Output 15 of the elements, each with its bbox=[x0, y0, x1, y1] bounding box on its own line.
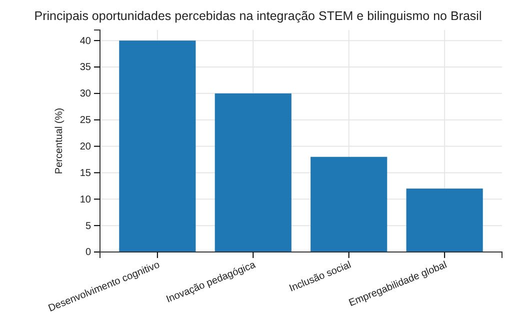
y-tick-label: 35 bbox=[80, 62, 92, 74]
bar bbox=[214, 93, 292, 252]
bar bbox=[310, 156, 388, 252]
y-axis-title: Percentual (%) bbox=[54, 108, 65, 174]
y-tick-label: 15 bbox=[80, 168, 92, 179]
y-tick-label: 20 bbox=[80, 141, 92, 152]
y-tick-label: 30 bbox=[80, 88, 92, 100]
bar bbox=[119, 40, 196, 252]
y-tick-label: 5 bbox=[85, 220, 92, 232]
y-tick-label: 40 bbox=[80, 36, 92, 47]
y-tick-label: 25 bbox=[80, 115, 92, 126]
bar bbox=[406, 188, 483, 252]
y-tick-label: 10 bbox=[80, 194, 92, 206]
chart-title: Principais oportunidades percebidas na integração STEM e bilinguismo no Brasil bbox=[34, 9, 482, 23]
y-tick-label: 0 bbox=[85, 247, 92, 258]
